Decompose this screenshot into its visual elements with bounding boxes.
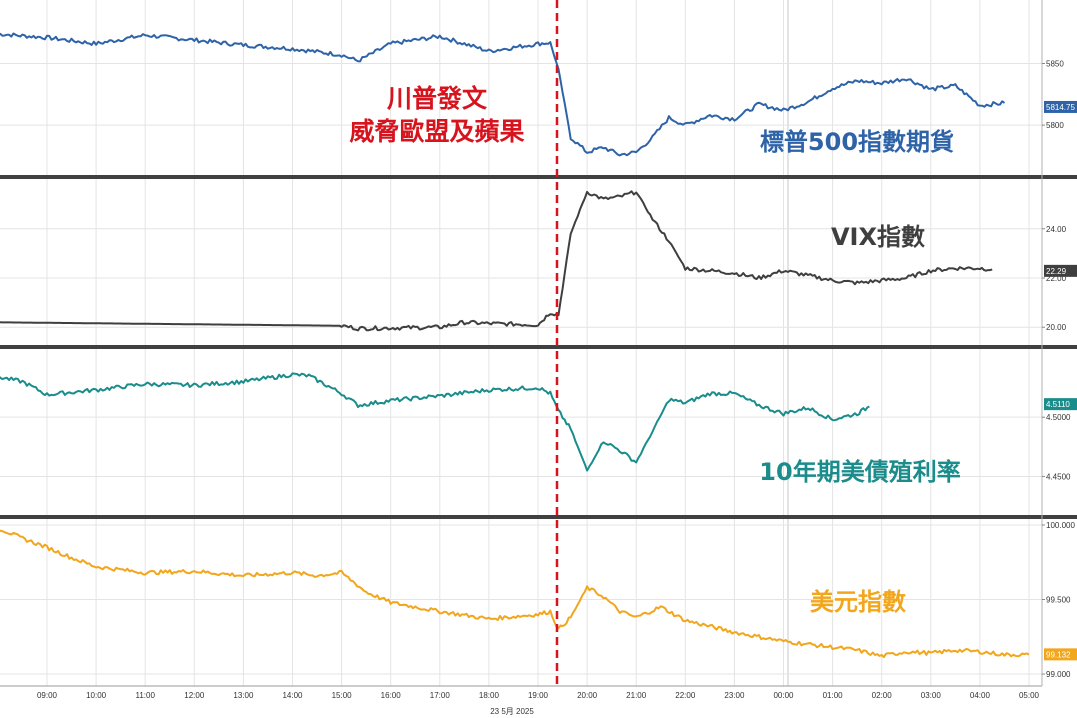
x-tick-label: 17:00 (430, 691, 451, 700)
axis-layer: 09:00 10:00 11:00 12:00 13:00 14:00 15:00 16:00… (0, 0, 1077, 700)
y-tick-label: 24.00 (1046, 225, 1067, 234)
x-tick-label: 04:00 (970, 691, 991, 700)
label-layer: 川普發文 威脅歐盟及蘋果 標普500指數期貨 VIX指數 10年期美債殖利率 美… (349, 84, 960, 716)
x-tick-label: 20:00 (577, 691, 598, 700)
y-tick-label: 5800 (1046, 121, 1064, 130)
x-axis-date-label: 23 5月 2025 (490, 707, 534, 716)
series-line-vix (0, 190, 993, 332)
x-tick-label: 23:00 (724, 691, 745, 700)
y-tick-label: 4.5000 (1046, 413, 1071, 422)
x-tick-label: 01:00 (823, 691, 844, 700)
y-tick-label: 100.000 (1046, 521, 1075, 530)
series-line-dxy (0, 529, 1030, 659)
x-tick-label: 13:00 (233, 691, 254, 700)
y-tick-label: 5850 (1046, 59, 1064, 68)
x-tick-label: 10:00 (86, 691, 107, 700)
series-label-vix: VIX指數 (831, 223, 925, 251)
last-value-label: 99.132 (1046, 650, 1071, 659)
series-label-spx-futures: 標普500指數期貨 (760, 128, 954, 156)
x-tick-label: 02:00 (872, 691, 893, 700)
x-tick-label: 18:00 (479, 691, 500, 700)
series-label-us10y: 10年期美債殖利率 (759, 458, 960, 486)
x-tick-label: 21:00 (626, 691, 647, 700)
last-value-badge (1044, 648, 1077, 661)
x-tick-label: 12:00 (184, 691, 205, 700)
x-tick-label: 22:00 (675, 691, 696, 700)
x-tick-label: 14:00 (282, 691, 303, 700)
x-tick-label: 19:00 (528, 691, 549, 700)
series-label-dxy: 美元指數 (810, 588, 906, 616)
last-value-label: 22.29 (1046, 267, 1067, 276)
last-value-label: 4.5110 (1046, 400, 1070, 409)
series-line-spx-futures (0, 32, 1006, 157)
last-value-badge (1044, 398, 1077, 411)
grid-layer (0, 0, 1042, 686)
last-value-badge (1044, 264, 1077, 277)
y-tick-label: 20.00 (1046, 323, 1067, 332)
x-tick-label: 05:00 (1019, 691, 1040, 700)
series-line-us10y (0, 372, 870, 472)
x-tick-label: 09:00 (37, 691, 58, 700)
x-tick-label: 03:00 (921, 691, 942, 700)
y-tick-label: 99.000 (1046, 670, 1071, 679)
series-layer (0, 32, 1030, 659)
x-tick-label: 00:00 (773, 691, 794, 700)
x-tick-label: 15:00 (332, 691, 353, 700)
event-annotation-line2: 威脅歐盟及蘋果 (349, 117, 524, 146)
panel-separators (0, 175, 1077, 519)
event-annotation-line1: 川普發文 (387, 84, 488, 113)
y-tick-label: 22.00 (1046, 274, 1067, 283)
x-tick-label: 16:00 (381, 691, 402, 700)
last-value-label: 5814.75 (1046, 103, 1075, 112)
last-value-badge (1044, 100, 1077, 113)
y-tick-label: 4.4500 (1046, 472, 1071, 481)
x-tick-label: 11:00 (135, 691, 155, 700)
y-tick-label: 99.500 (1046, 596, 1071, 605)
